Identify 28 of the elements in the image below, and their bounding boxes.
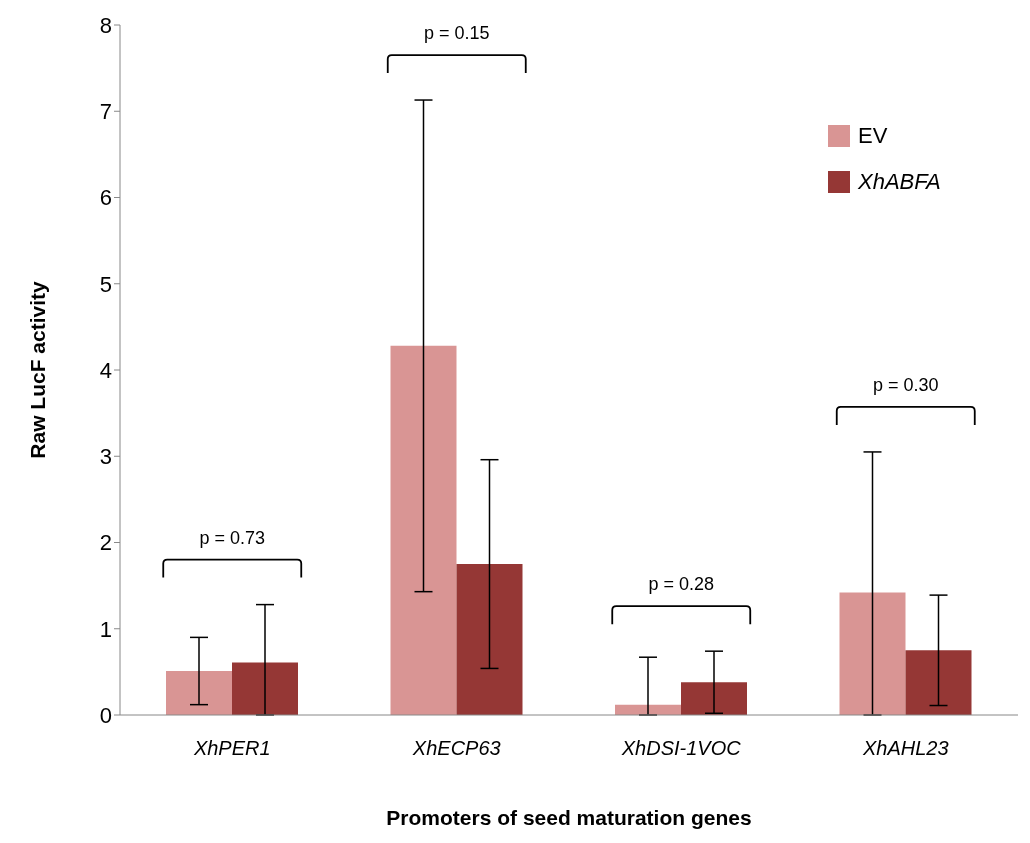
bar [905, 650, 972, 715]
x-tick-label: XhAHL23 [861, 737, 949, 760]
y-tick-label: 0 [99, 702, 112, 728]
x-tick-label: XhPER1 [192, 737, 271, 760]
y-axis-title: Raw LucF activity [26, 280, 50, 459]
bar [232, 662, 298, 715]
x-tick-label: XhDSI-1VOC [620, 737, 742, 760]
bar [681, 682, 747, 715]
x-tick-label: XhECP63 [411, 737, 501, 760]
y-tick-label: 2 [99, 530, 112, 556]
y-tick-label: 1 [99, 616, 112, 642]
annotation: p = 0.28 [648, 574, 715, 595]
legend-label: XhABFA [858, 169, 941, 195]
annotation: p = 0.30 [872, 374, 939, 395]
y-tick-label: 3 [99, 444, 112, 470]
y-tick-label: 8 [99, 12, 112, 38]
legend-label: EV [858, 123, 888, 149]
y-tick-label: 7 [99, 99, 112, 125]
bar [839, 592, 906, 715]
bar [166, 671, 232, 715]
x-axis-title: Promoters of seed maturation genes [386, 806, 752, 829]
annotation: p = 0.15 [423, 23, 490, 44]
y-tick-label: 4 [99, 357, 112, 383]
y-tick-label: 6 [99, 185, 112, 211]
y-tick-label: 5 [99, 271, 112, 297]
bar [390, 345, 457, 715]
bar [456, 564, 523, 715]
annotation: p = 0.73 [199, 527, 266, 548]
